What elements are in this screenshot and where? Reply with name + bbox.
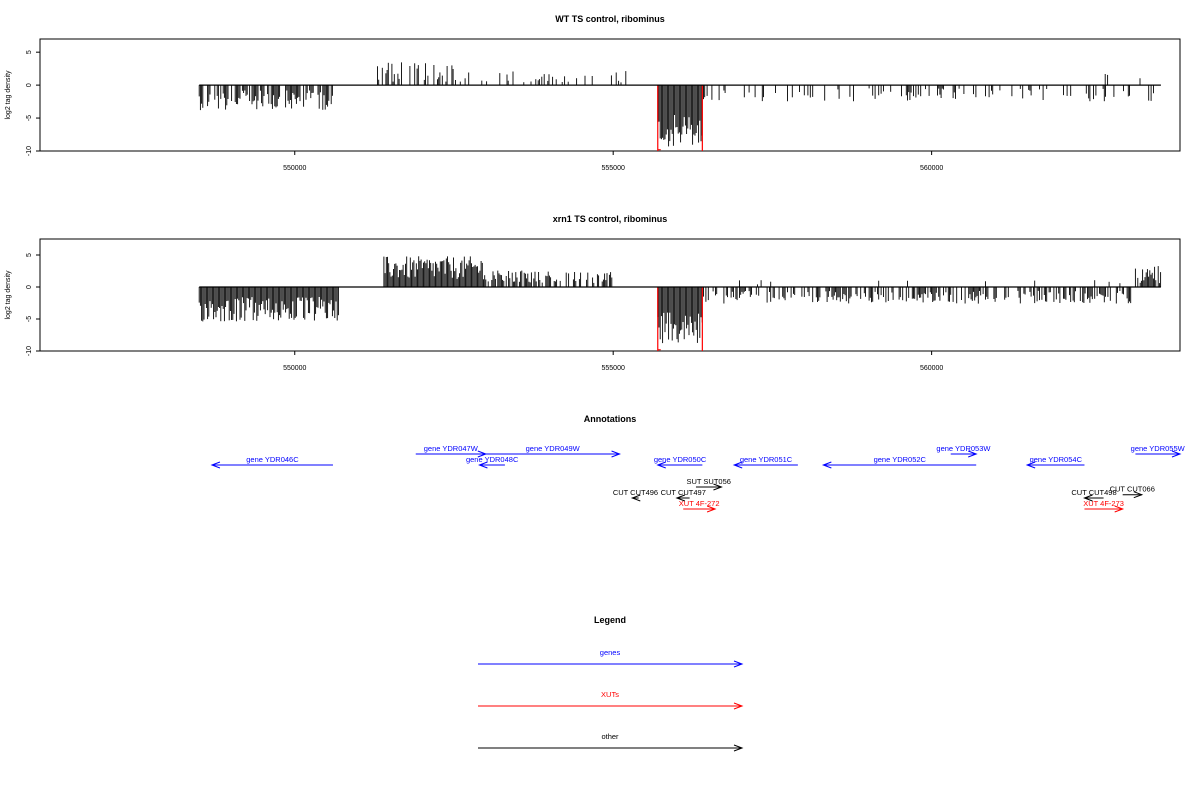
annotation-arrow-head [713, 483, 723, 491]
annotation-feature: XUT 4F-272 [679, 499, 720, 513]
annotation-feature: gene YDR048C [466, 455, 519, 469]
annotation-arrow-head [656, 461, 666, 469]
legend-arrow-head [733, 744, 744, 752]
x-tick-label: 555000 [602, 165, 625, 172]
legend-label: other [601, 732, 619, 741]
annotation-label: CUT CUT066 [1110, 485, 1155, 494]
annotation-arrow-head [706, 505, 717, 513]
annotation-feature: SUT SUT056 [686, 477, 731, 491]
y-tick-label: -5 [26, 115, 33, 121]
annotation-label: CUT CUT496 [613, 488, 658, 497]
annotation-arrow-head [1083, 494, 1093, 502]
annotation-arrow-head [478, 461, 488, 469]
annotation-arrow-head [675, 494, 686, 502]
annotation-arrow-head [821, 461, 832, 469]
plot-frame [39, 238, 1181, 352]
x-tick-label: 550000 [283, 165, 306, 172]
annotation-feature: CUT CUT498 [1071, 488, 1117, 502]
y-tick-label: -10 [26, 146, 33, 156]
legend-label: XUTs [601, 690, 619, 699]
annotation-feature: gene YDR053W [936, 444, 991, 458]
annotation-feature: gene YDR049W [485, 444, 621, 458]
annotation-label: SUT SUT056 [686, 477, 730, 486]
annotation-feature: gene YDR051C [732, 455, 798, 469]
annotation-arrow-head [1114, 505, 1125, 513]
y-tick-label: 0 [26, 285, 33, 289]
annotation-arrow-head [968, 450, 978, 458]
annotation-label: gene YDR055W [1131, 444, 1186, 453]
annotation-label: XUT 4F-273 [1083, 499, 1124, 508]
annotation-label: gene YDR051C [740, 455, 793, 464]
x-tick-label: 560000 [920, 365, 943, 372]
x-tick-label: 550000 [283, 365, 306, 372]
annotations-track: Annotations gene YDR046C gene YDR047W gene … [210, 414, 1186, 513]
legend-title: Legend [594, 615, 626, 625]
annotation-label: gene YDR047W [424, 444, 479, 453]
annotation-label: gene YDR052C [874, 455, 927, 464]
y-tick-label: -5 [26, 316, 33, 322]
legend: Legend genes XUTs other [478, 615, 744, 752]
chart-title: WT TS control, ribominus [555, 14, 665, 24]
annotation-feature: gene YDR047W [415, 444, 488, 458]
plot-frame [39, 38, 1181, 152]
annotation-arrow-head [1025, 461, 1036, 469]
legend-label: genes [600, 648, 621, 657]
x-tick-label: 555000 [602, 365, 625, 372]
y-axis-label: log2 tag density [5, 270, 12, 320]
x-tick-label: 560000 [920, 165, 943, 172]
chart-panel-1: WT TS control, ribominus -10 -5 0 5 log2 tag … [5, 14, 1181, 172]
y-tick-label: 0 [26, 83, 33, 87]
y-tick-label: -10 [26, 346, 33, 356]
chart-title: xrn1 TS control, ribominus [553, 214, 668, 224]
annotation-arrow-head [1133, 491, 1144, 499]
annotation-feature: CUT CUT066 [1110, 485, 1155, 499]
annotation-label: CUT CUT498 [1071, 488, 1116, 497]
annotation-arrow-head [210, 461, 221, 469]
annotation-label: XUT 4F-272 [679, 499, 720, 508]
annotation-label: gene YDR054C [1030, 455, 1083, 464]
annotation-label: gene YDR046C [246, 455, 299, 464]
annotation-feature: gene YDR046C [210, 455, 333, 469]
annotation-label: gene YDR048C [466, 455, 519, 464]
annotation-feature: CUT CUT497 [661, 488, 706, 502]
annotation-arrow-head [1171, 450, 1182, 458]
legend-arrow-head [733, 702, 744, 710]
annotation-arrow-head [630, 494, 641, 502]
annotation-feature: gene YDR050C [654, 455, 707, 469]
annotation-label: gene YDR053W [936, 444, 991, 453]
annotation-feature: CUT CUT496 [613, 488, 658, 502]
legend-arrow-head [733, 660, 744, 668]
chart-panel-2: xrn1 TS control, ribominus -10 -5 0 5 log2 ta… [5, 214, 1181, 372]
annotation-feature: gene YDR055W [1131, 444, 1186, 458]
y-tick-label: 5 [26, 253, 33, 257]
annotation-arrow-head [732, 461, 743, 469]
annotation-label: gene YDR050C [654, 455, 707, 464]
annotation-arrow-head [477, 450, 488, 458]
annotation-label: gene YDR049W [526, 444, 581, 453]
annotation-feature: XUT 4F-273 [1083, 499, 1125, 513]
annotation-feature: gene YDR052C [821, 455, 977, 469]
data-bars [198, 62, 1154, 147]
annotation-label: CUT CUT497 [661, 488, 706, 497]
data-bars [198, 256, 1162, 344]
annotation-arrow-head [611, 450, 621, 458]
y-axis-label: log2 tag density [5, 70, 12, 120]
annotations-title: Annotations [584, 414, 637, 424]
y-tick-label: 5 [26, 50, 33, 54]
annotation-feature: gene YDR054C [1025, 455, 1085, 469]
